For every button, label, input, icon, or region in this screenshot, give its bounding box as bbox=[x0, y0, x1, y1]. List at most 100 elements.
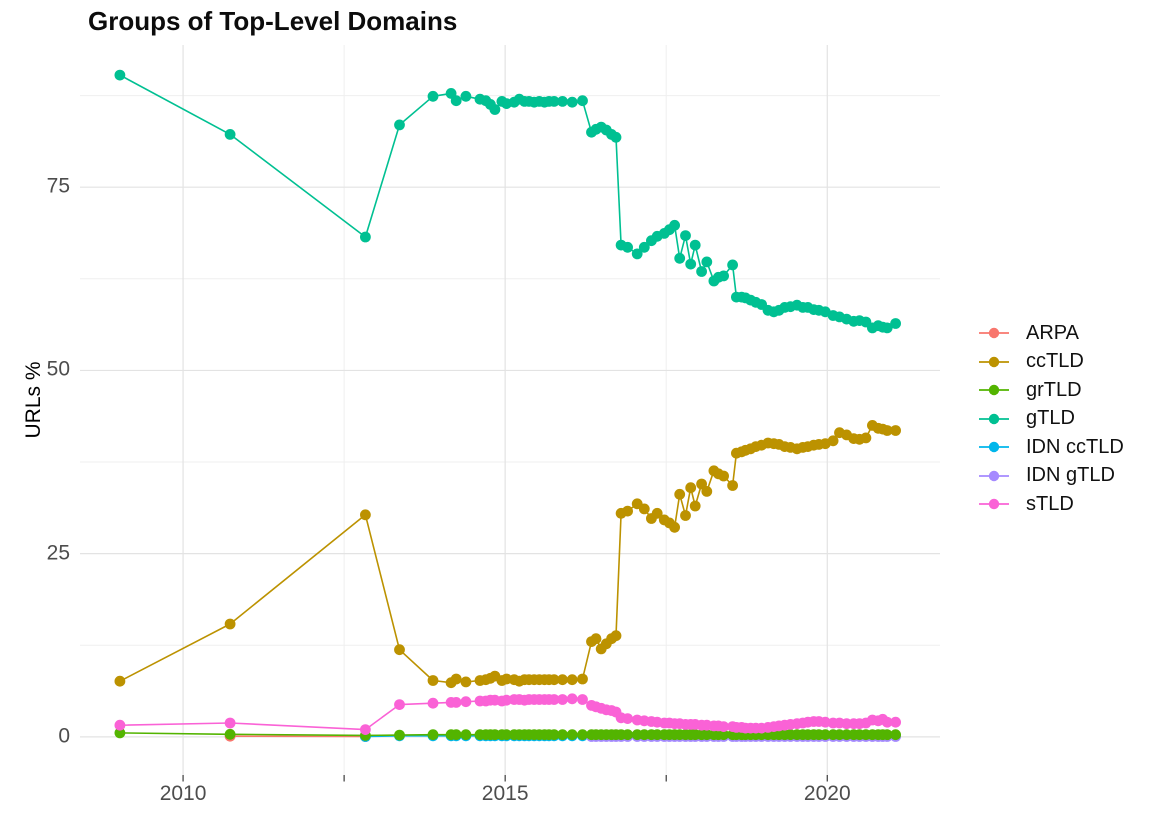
data-point bbox=[566, 674, 578, 686]
chart-title: Groups of Top-Level Domains bbox=[88, 6, 458, 36]
legend-key-icon bbox=[979, 413, 1009, 424]
legend-key-icon bbox=[979, 385, 1009, 396]
legend: ARPA ccTLD grTLD gTLD IDN ccTLD IDN gTLD sTLD bbox=[978, 319, 1124, 519]
data-point bbox=[674, 488, 686, 500]
data-point bbox=[489, 104, 501, 115]
legend-label: IDN gTLD bbox=[1026, 464, 1115, 487]
data-point bbox=[701, 486, 713, 497]
data-point bbox=[394, 119, 405, 131]
data-point bbox=[360, 509, 371, 521]
data-point bbox=[689, 239, 701, 251]
legend-item-gTLD: gTLD bbox=[978, 405, 1124, 434]
series-gTLD bbox=[114, 69, 901, 334]
data-point bbox=[427, 675, 439, 686]
data-point bbox=[114, 719, 126, 731]
legend-item-ARPA: ARPA bbox=[978, 319, 1124, 348]
data-point bbox=[718, 270, 729, 282]
data-point bbox=[890, 716, 901, 728]
data-point bbox=[610, 630, 622, 642]
data-point bbox=[450, 673, 462, 685]
legend-item-IDN-ccTLD: IDN ccTLD bbox=[978, 433, 1124, 462]
data-point bbox=[890, 318, 901, 329]
data-point bbox=[360, 231, 371, 243]
data-point bbox=[680, 230, 691, 242]
legend-label: grTLD bbox=[1026, 378, 1082, 401]
data-point bbox=[674, 252, 686, 264]
data-point bbox=[890, 729, 901, 741]
data-point bbox=[622, 729, 633, 741]
data-point bbox=[224, 717, 236, 729]
data-point bbox=[224, 129, 236, 140]
data-point bbox=[114, 727, 126, 739]
data-point bbox=[890, 425, 901, 436]
data-point bbox=[827, 435, 839, 447]
data-point bbox=[450, 697, 462, 708]
data-point bbox=[114, 69, 126, 81]
data-point bbox=[548, 96, 560, 107]
legend-label: gTLD bbox=[1026, 407, 1075, 430]
data-point bbox=[881, 716, 893, 728]
data-point bbox=[881, 425, 893, 436]
legend-item-grTLD: grTLD bbox=[978, 376, 1124, 405]
data-point bbox=[622, 241, 633, 253]
data-point bbox=[460, 696, 472, 708]
data-point bbox=[669, 219, 680, 231]
data-point bbox=[450, 95, 462, 107]
legend-label: ccTLD bbox=[1026, 350, 1084, 373]
data-point bbox=[669, 521, 680, 533]
data-point bbox=[651, 507, 663, 519]
data-point bbox=[696, 266, 707, 277]
legend-key-icon bbox=[979, 328, 1009, 339]
x-axis-ticks bbox=[182, 775, 828, 782]
data-point bbox=[718, 729, 729, 741]
data-point bbox=[427, 697, 439, 709]
x-tick-label: 2015 bbox=[481, 782, 529, 805]
data-point bbox=[638, 503, 650, 515]
legend-item-ccTLD: ccTLD bbox=[978, 348, 1124, 377]
data-point bbox=[224, 618, 236, 630]
data-point bbox=[360, 724, 371, 735]
data-point bbox=[718, 470, 729, 482]
series-ARPA bbox=[224, 730, 371, 742]
data-point bbox=[590, 633, 602, 645]
gridlines-minor bbox=[80, 45, 940, 775]
data-point bbox=[557, 694, 568, 705]
legend-item-sTLD: sTLD bbox=[978, 490, 1124, 519]
legend-label: IDN ccTLD bbox=[1026, 435, 1124, 458]
data-point bbox=[548, 729, 560, 741]
data-point bbox=[394, 699, 405, 710]
data-point bbox=[566, 729, 578, 741]
data-point bbox=[577, 673, 588, 685]
data-point bbox=[577, 95, 588, 107]
data-point bbox=[622, 713, 633, 724]
data-point bbox=[450, 729, 462, 741]
data-point bbox=[860, 432, 872, 444]
data-point bbox=[501, 729, 512, 741]
data-point bbox=[557, 729, 568, 741]
x-tick-label: 2020 bbox=[803, 782, 851, 805]
x-tick-label: 2010 bbox=[159, 782, 207, 805]
data-point bbox=[577, 729, 588, 741]
gridlines-major bbox=[80, 45, 940, 775]
legend-key-icon bbox=[979, 499, 1009, 510]
data-point bbox=[727, 480, 738, 491]
data-point bbox=[427, 729, 439, 741]
y-tick-label: 25 bbox=[46, 541, 70, 565]
data-point bbox=[689, 500, 701, 512]
data-point bbox=[557, 96, 568, 107]
series-line bbox=[119, 74, 897, 329]
data-point bbox=[819, 729, 831, 741]
data-point bbox=[548, 674, 560, 686]
data-point bbox=[566, 96, 578, 108]
data-point bbox=[727, 259, 738, 271]
data-point bbox=[460, 90, 472, 102]
legend-label: ARPA bbox=[1026, 321, 1079, 344]
data-point bbox=[685, 258, 697, 270]
legend-key-icon bbox=[979, 470, 1009, 481]
data-point bbox=[718, 721, 729, 732]
series-ccTLD bbox=[114, 420, 901, 689]
data-point bbox=[224, 728, 236, 740]
legend-label: sTLD bbox=[1026, 492, 1074, 515]
